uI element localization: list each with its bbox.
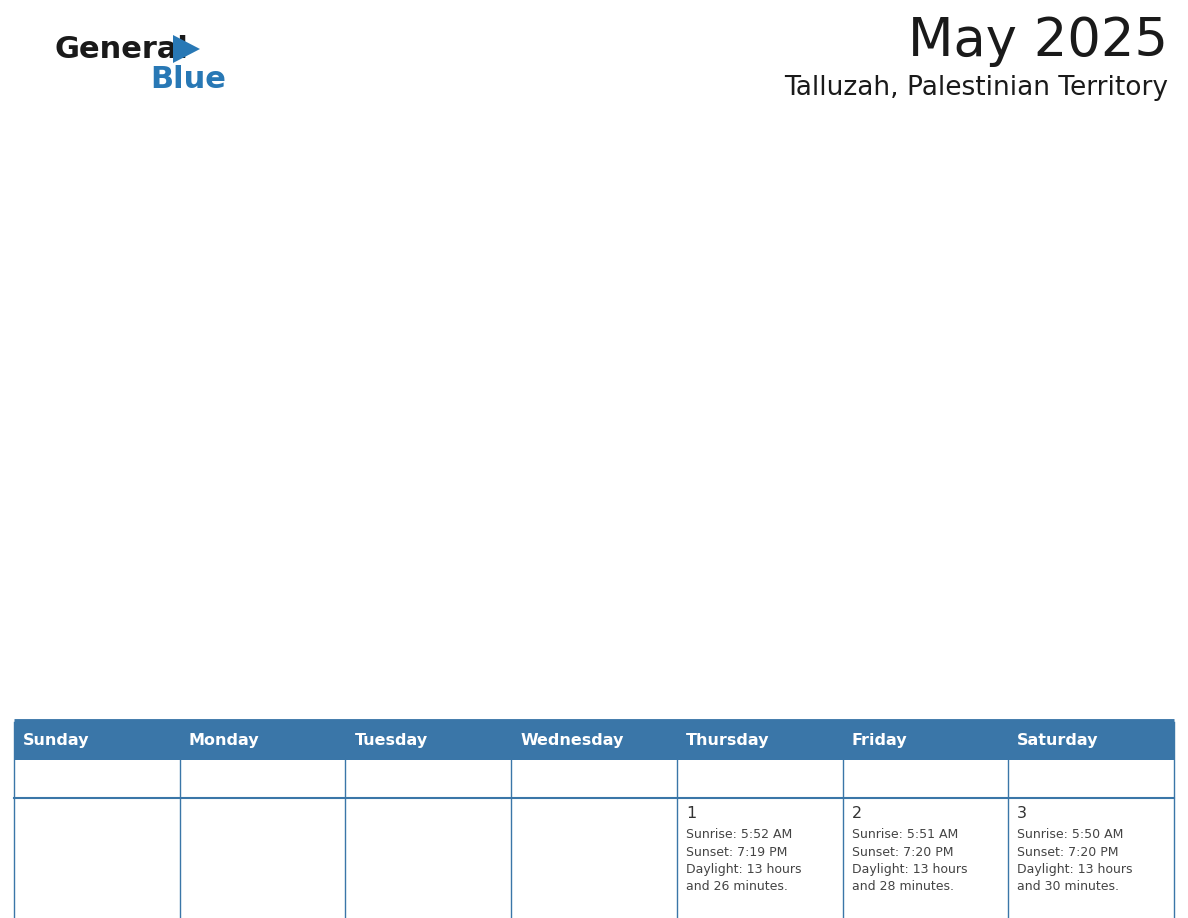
Text: 3: 3 — [1017, 806, 1028, 821]
Bar — [346, 722, 511, 760]
Bar — [346, 798, 511, 918]
Bar — [511, 722, 677, 760]
Text: Sunday: Sunday — [23, 733, 89, 748]
Bar — [14, 798, 179, 918]
Text: Saturday: Saturday — [1017, 733, 1099, 748]
Text: and 26 minutes.: and 26 minutes. — [685, 880, 788, 893]
Bar — [14, 722, 179, 760]
Bar — [677, 798, 842, 918]
Text: Sunset: 7:20 PM: Sunset: 7:20 PM — [1017, 845, 1119, 858]
Text: Daylight: 13 hours: Daylight: 13 hours — [852, 863, 967, 876]
Text: 1: 1 — [685, 806, 696, 821]
Text: Friday: Friday — [852, 733, 908, 748]
Text: 2: 2 — [852, 806, 861, 821]
Text: Wednesday: Wednesday — [520, 733, 624, 748]
Text: Talluzah, Palestinian Territory: Talluzah, Palestinian Territory — [784, 75, 1168, 101]
Polygon shape — [173, 35, 200, 63]
Text: Sunrise: 5:52 AM: Sunrise: 5:52 AM — [685, 828, 792, 841]
Bar — [842, 722, 1009, 760]
Text: Sunrise: 5:51 AM: Sunrise: 5:51 AM — [852, 828, 958, 841]
Text: Daylight: 13 hours: Daylight: 13 hours — [685, 863, 802, 876]
Text: Thursday: Thursday — [685, 733, 770, 748]
Bar — [1009, 722, 1174, 760]
Text: and 30 minutes.: and 30 minutes. — [1017, 880, 1119, 893]
Text: Sunset: 7:20 PM: Sunset: 7:20 PM — [852, 845, 953, 858]
Text: Blue: Blue — [150, 65, 226, 94]
Text: General: General — [55, 35, 189, 64]
Bar — [179, 798, 346, 918]
Text: Daylight: 13 hours: Daylight: 13 hours — [1017, 863, 1133, 876]
Bar — [842, 798, 1009, 918]
Bar — [511, 798, 677, 918]
Text: May 2025: May 2025 — [908, 15, 1168, 67]
Bar — [1009, 798, 1174, 918]
Text: Tuesday: Tuesday — [354, 733, 428, 748]
Text: Sunset: 7:19 PM: Sunset: 7:19 PM — [685, 845, 788, 858]
Text: Monday: Monday — [189, 733, 259, 748]
Bar — [179, 722, 346, 760]
Bar — [677, 722, 842, 760]
Text: and 28 minutes.: and 28 minutes. — [852, 880, 954, 893]
Text: Sunrise: 5:50 AM: Sunrise: 5:50 AM — [1017, 828, 1124, 841]
